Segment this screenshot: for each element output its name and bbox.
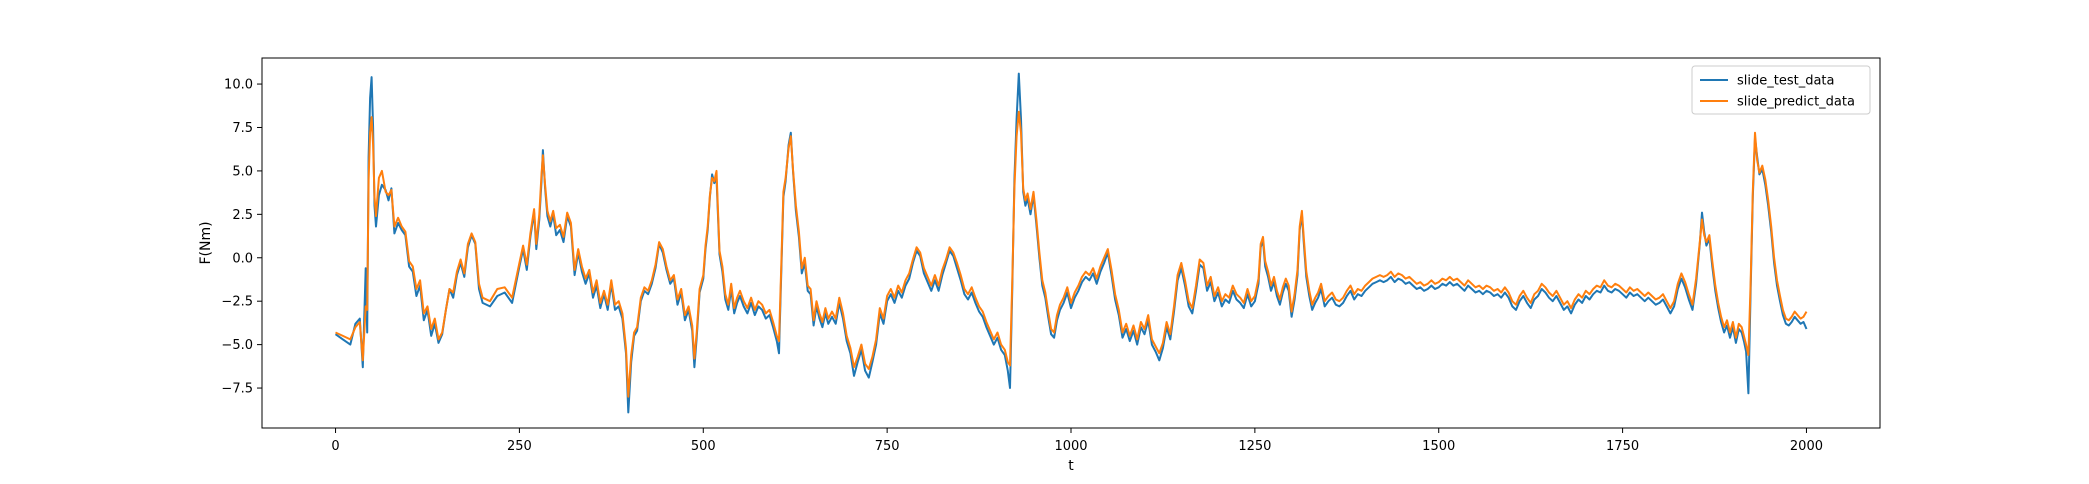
x-tick-label: 1750	[1606, 439, 1639, 454]
x-tick-label: 1500	[1422, 439, 1455, 454]
x-tick-label: 500	[691, 439, 716, 454]
legend: slide_test_data slide_predict_data	[1691, 65, 1871, 115]
legend-box	[1691, 65, 1871, 115]
x-tick-label: 1000	[1054, 439, 1087, 454]
y-axis-ticks: −7.5 −5.0 −2.5 0.0 2.5 5.0 7.5 10.0	[221, 78, 262, 397]
y-tick-label: 5.0	[232, 164, 253, 179]
y-tick-label: 10.0	[224, 78, 253, 93]
x-axis-label: t	[1068, 458, 1074, 474]
x-tick-label: 2000	[1790, 439, 1823, 454]
y-tick-label: 7.5	[232, 121, 253, 136]
y-tick-label: −5.0	[221, 338, 253, 353]
x-tick-label: 1250	[1238, 439, 1271, 454]
y-axis-label: F(Nm)	[198, 221, 214, 264]
legend-label-1: slide_test_data	[1737, 74, 1835, 89]
y-tick-label: −7.5	[221, 382, 253, 397]
x-tick-label: 250	[507, 439, 532, 454]
y-tick-label: 2.5	[232, 208, 253, 223]
legend-label-2: slide_predict_data	[1737, 95, 1855, 110]
x-tick-label: 0	[331, 439, 339, 454]
x-tick-label: 750	[875, 439, 900, 454]
x-axis-ticks: 0 250 500 750 1000 1250 1500 1750 2000	[331, 428, 1823, 454]
y-tick-label: 0.0	[232, 251, 253, 266]
series-layer	[334, 72, 1808, 414]
series-line-2	[335, 110, 1808, 398]
y-tick-label: −2.5	[221, 295, 253, 310]
